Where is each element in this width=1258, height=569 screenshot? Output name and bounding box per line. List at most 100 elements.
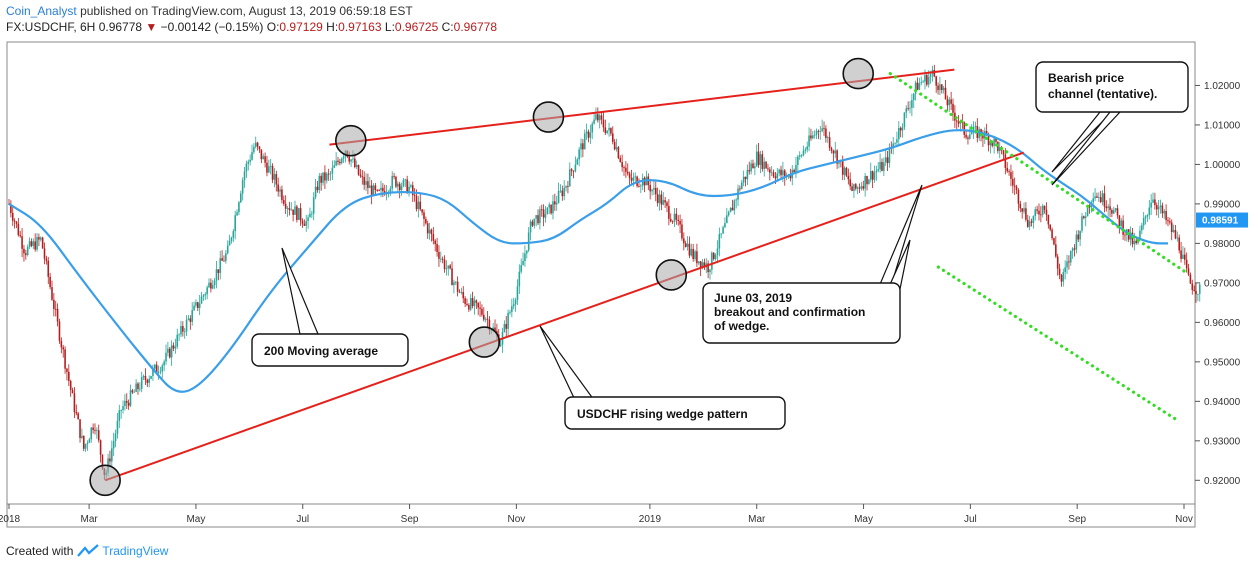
candle-down <box>411 185 414 196</box>
candle-up <box>795 164 797 173</box>
candle-down <box>731 207 734 211</box>
candle-down <box>954 112 956 121</box>
candle-down <box>395 176 397 187</box>
candle-up <box>714 254 717 259</box>
candle-up <box>454 281 457 283</box>
candle-up <box>559 190 562 192</box>
candle-up <box>989 141 992 146</box>
candle-up <box>883 162 885 171</box>
candle-up <box>524 253 526 262</box>
candle-down <box>66 368 68 372</box>
candle-down <box>587 131 590 138</box>
candle-up <box>133 391 136 393</box>
author-link[interactable]: Coin_Analyst <box>6 4 77 18</box>
candle-up <box>998 147 1001 152</box>
candle-up <box>544 214 547 218</box>
candle-down <box>696 251 698 264</box>
candle-down <box>707 263 709 273</box>
candle-down <box>823 128 825 130</box>
candle-down <box>1015 186 1018 190</box>
candle-down <box>34 241 36 250</box>
candle-up <box>167 348 169 353</box>
candle-down <box>260 149 263 160</box>
candle-down <box>851 186 853 191</box>
candle-up <box>722 227 724 234</box>
candle-up <box>469 298 472 310</box>
candle-down <box>692 248 694 259</box>
candle-up <box>241 180 244 194</box>
candle-up <box>754 166 756 169</box>
candle-up <box>555 202 558 205</box>
candle-up <box>939 84 941 91</box>
candle-down <box>688 243 691 256</box>
candle-down <box>1051 229 1053 239</box>
candle-up <box>770 172 773 174</box>
candle-up <box>808 135 810 147</box>
candle-up <box>735 199 737 201</box>
candle-up <box>140 376 143 389</box>
annotation-channel: Bearish price channel (tentative). <box>1035 61 1189 113</box>
candle-down <box>436 244 438 252</box>
candle-up <box>548 204 551 208</box>
candle-down <box>985 131 988 136</box>
candle-down <box>415 195 418 210</box>
candle-down <box>1111 210 1113 214</box>
candle-up <box>920 82 923 84</box>
candle-up <box>726 215 728 224</box>
candle-down <box>17 223 20 236</box>
candle-up <box>165 352 167 362</box>
candle-down <box>582 143 584 150</box>
candle-down <box>849 179 851 187</box>
candle-up <box>262 156 265 160</box>
candle-up <box>372 185 375 196</box>
candle-down <box>144 376 147 381</box>
candle-up <box>225 253 227 262</box>
candle-up <box>815 130 818 135</box>
candle-down <box>155 364 158 373</box>
candle-up <box>163 361 165 366</box>
candle-up <box>877 169 880 171</box>
candle-down <box>626 171 629 174</box>
candle-up <box>161 365 164 372</box>
candle-up <box>535 215 537 219</box>
candle-down <box>955 120 958 122</box>
candle-down <box>916 82 919 90</box>
candle-up <box>595 114 597 120</box>
candle-down <box>398 183 401 191</box>
candle-up <box>520 265 522 272</box>
candle-down <box>51 287 53 300</box>
candle-down <box>43 248 46 259</box>
candle-down <box>505 324 508 329</box>
candle-down <box>382 187 384 192</box>
highlight-ellipse <box>335 124 367 157</box>
candle-down <box>1191 283 1194 291</box>
candle-up <box>578 149 580 160</box>
candle-up <box>634 176 637 178</box>
candle-up <box>729 207 732 213</box>
candle-up <box>116 420 119 434</box>
candle-down <box>841 161 844 175</box>
candle-up <box>993 138 995 146</box>
candle-down <box>374 185 377 190</box>
candle-down <box>712 252 715 259</box>
candle-up <box>905 108 908 113</box>
candle-up <box>440 258 442 260</box>
candle-down <box>189 318 192 322</box>
candle-down <box>38 237 40 240</box>
candle-down <box>288 208 291 210</box>
candle-down <box>1167 220 1169 222</box>
candle-up <box>331 167 334 174</box>
candle-up <box>211 285 214 289</box>
candle-up <box>552 201 554 214</box>
brand-text[interactable]: TradingView <box>102 544 169 558</box>
candle-down <box>684 243 687 247</box>
candle-up <box>309 213 311 218</box>
candle-down <box>832 150 835 154</box>
highlight-ellipse <box>532 101 565 133</box>
candle-up <box>868 179 870 185</box>
candle-down <box>79 419 81 438</box>
candle-down <box>320 175 322 183</box>
candle-up <box>658 194 661 204</box>
candle-down <box>282 200 285 204</box>
candle-down <box>933 69 936 77</box>
